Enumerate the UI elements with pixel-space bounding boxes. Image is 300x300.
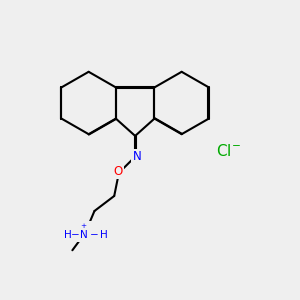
Text: H$-\overset{+}{\mathrm{N}}-$H: H$-\overset{+}{\mathrm{N}}-$H [64,222,109,241]
Text: N: N [133,150,141,163]
Text: O: O [113,165,122,178]
Text: Cl$^{-}$: Cl$^{-}$ [216,143,241,160]
